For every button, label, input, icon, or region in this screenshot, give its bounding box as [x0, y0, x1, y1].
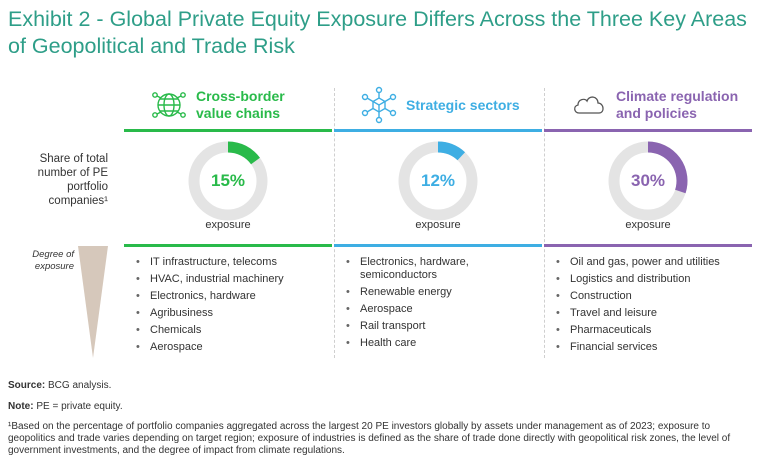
footnote: ¹Based on the percentage of portfolio co… [8, 421, 731, 456]
list-item: Financial services [556, 341, 746, 354]
column-title: Cross-border value chains [196, 88, 285, 121]
donut-chart [608, 141, 688, 221]
list-item: Logistics and distribution [556, 273, 746, 286]
donut-chart [398, 141, 478, 221]
list-item: IT infrastructure, telecoms [136, 256, 326, 269]
abbreviation-note: Note: PE = private equity. [8, 401, 760, 413]
share-row-label: Share of total number of PE portfolio co… [37, 153, 108, 207]
exposure-label: exposure [205, 219, 251, 231]
donut-slice [227, 141, 260, 165]
list-item: Aerospace [346, 303, 536, 316]
donut-chart [188, 141, 268, 221]
column-cross-border: Cross-border value chains 15% exposure I… [124, 84, 332, 372]
column-bottom-rule [334, 244, 542, 247]
globe-network-icon [152, 92, 186, 118]
source-label: Source: [8, 380, 46, 391]
column-title: Climate regulation and policies [616, 88, 739, 121]
list-item: Electronics, hardware [136, 290, 326, 303]
degree-wedge [78, 246, 108, 358]
industry-list: Electronics, hardware, semiconductors Re… [346, 256, 536, 354]
list-item: HVAC, industrial machinery [136, 273, 326, 286]
column-header: Strategic sectors [334, 84, 542, 126]
donut-slice [647, 141, 688, 194]
network-cube-icon [361, 86, 397, 124]
industry-list: Oil and gas, power and utilities Logisti… [556, 256, 746, 358]
list-item: Renewable energy [346, 286, 536, 299]
exposure-percent: 30% [630, 171, 666, 190]
exposure-percent: 12% [420, 171, 456, 190]
source-text: BCG analysis. [45, 380, 112, 391]
list-item: Construction [556, 290, 746, 303]
column-top-rule [544, 129, 752, 132]
exposure-label: exposure [415, 219, 461, 231]
column-divider [544, 88, 545, 358]
column-divider [334, 88, 335, 358]
column-header: Cross-border value chains [124, 84, 332, 126]
list-item: Electronics, hardware, semiconductors [346, 256, 470, 282]
column-bottom-rule [544, 244, 752, 247]
list-item: Rail transport [346, 320, 536, 333]
donut-slice [437, 141, 466, 161]
exposure-percent: 15% [210, 171, 246, 190]
list-item: Oil and gas, power and utilities [556, 256, 746, 269]
list-item: Pharmaceuticals [556, 324, 746, 337]
list-item: Travel and leisure [556, 307, 746, 320]
column-top-rule [334, 129, 542, 132]
list-item: Health care [346, 337, 536, 350]
column-title: Strategic sectors [406, 96, 520, 113]
column-header: Climate regulation and policies [544, 84, 752, 126]
note-text: PE = private equity. [33, 401, 123, 412]
list-item: Aerospace [136, 341, 326, 354]
column-strategic-sectors: Strategic sectors 12% exposure Electroni… [334, 84, 542, 372]
source-note: Source: BCG analysis. [8, 380, 760, 392]
exposure-label: exposure [625, 219, 671, 231]
column-top-rule [124, 129, 332, 132]
note-label: Note: [8, 401, 34, 412]
degree-row-label: Degree of exposure [32, 249, 74, 272]
industry-list: IT infrastructure, telecoms HVAC, indust… [136, 256, 326, 358]
exhibit-title: Exhibit 2 - Global Private Equity Exposu… [8, 7, 747, 58]
list-item: Agribusiness [136, 307, 326, 320]
list-item: Chemicals [136, 324, 326, 337]
column-climate-regulation: Climate regulation and policies 30% expo… [544, 84, 752, 372]
column-bottom-rule [124, 244, 332, 247]
cloud-icon [574, 96, 604, 114]
